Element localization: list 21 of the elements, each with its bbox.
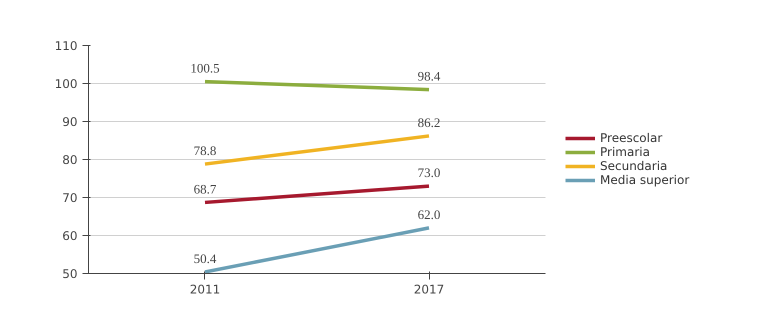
legend-label: Primaria — [600, 145, 650, 159]
y-tick-label: 80 — [62, 153, 78, 167]
text: 98.4 — [418, 68, 440, 84]
y-tick-label: 90 — [62, 115, 78, 129]
y-tick-label: 100 — [54, 77, 78, 91]
legend-label: Media superior — [600, 173, 690, 187]
y-tick-label: 60 — [62, 229, 78, 243]
x-tick-label: 2017 — [414, 282, 444, 296]
text: 86.2 — [418, 114, 440, 130]
text: 62.0 — [418, 206, 440, 222]
y-tick-label: 110 — [54, 39, 78, 53]
y-tick-label: 50 — [62, 267, 78, 281]
text: 73.0 — [418, 165, 440, 180]
text: 78.8 — [194, 143, 216, 158]
legend-label: Preescolar — [600, 131, 662, 145]
y-tick-label: 70 — [62, 191, 78, 205]
text: 68.7 — [194, 181, 216, 196]
text: 50.4 — [194, 250, 216, 266]
text: 100.5 — [190, 60, 220, 76]
legend-label: Secundaria — [600, 159, 668, 173]
x-tick-label: 2011 — [190, 282, 220, 296]
